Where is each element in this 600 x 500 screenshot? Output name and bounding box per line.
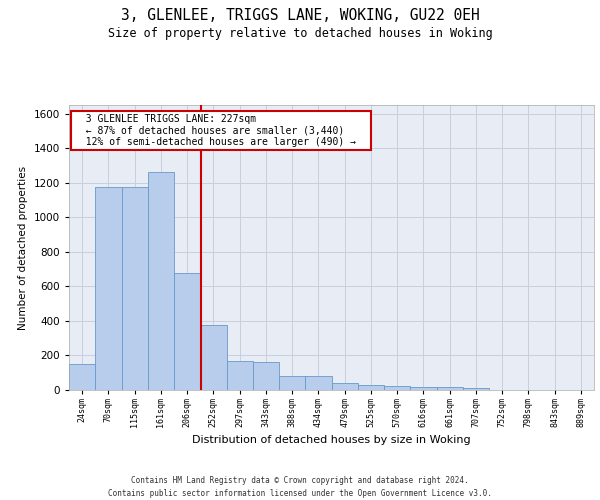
Bar <box>227 360 253 390</box>
Bar <box>305 376 331 390</box>
Bar <box>174 272 200 390</box>
Bar <box>410 386 437 390</box>
Bar <box>358 385 384 390</box>
X-axis label: Distribution of detached houses by size in Woking: Distribution of detached houses by size … <box>192 436 471 446</box>
Text: Size of property relative to detached houses in Woking: Size of property relative to detached ho… <box>107 28 493 40</box>
Bar <box>121 187 148 390</box>
Bar <box>253 362 279 390</box>
Bar <box>200 325 227 390</box>
Text: Contains HM Land Registry data © Crown copyright and database right 2024.
Contai: Contains HM Land Registry data © Crown c… <box>108 476 492 498</box>
Bar <box>69 364 95 390</box>
Bar <box>279 376 305 390</box>
Bar <box>384 386 410 390</box>
Bar <box>463 388 489 390</box>
Text: 3 GLENLEE TRIGGS LANE: 227sqm  
  ← 87% of detached houses are smaller (3,440)  : 3 GLENLEE TRIGGS LANE: 227sqm ← 87% of d… <box>74 114 368 147</box>
Bar <box>437 388 463 390</box>
Y-axis label: Number of detached properties: Number of detached properties <box>18 166 28 330</box>
Text: 3, GLENLEE, TRIGGS LANE, WOKING, GU22 0EH: 3, GLENLEE, TRIGGS LANE, WOKING, GU22 0E… <box>121 8 479 22</box>
Bar <box>95 187 121 390</box>
Bar <box>148 172 174 390</box>
Bar <box>331 383 358 390</box>
